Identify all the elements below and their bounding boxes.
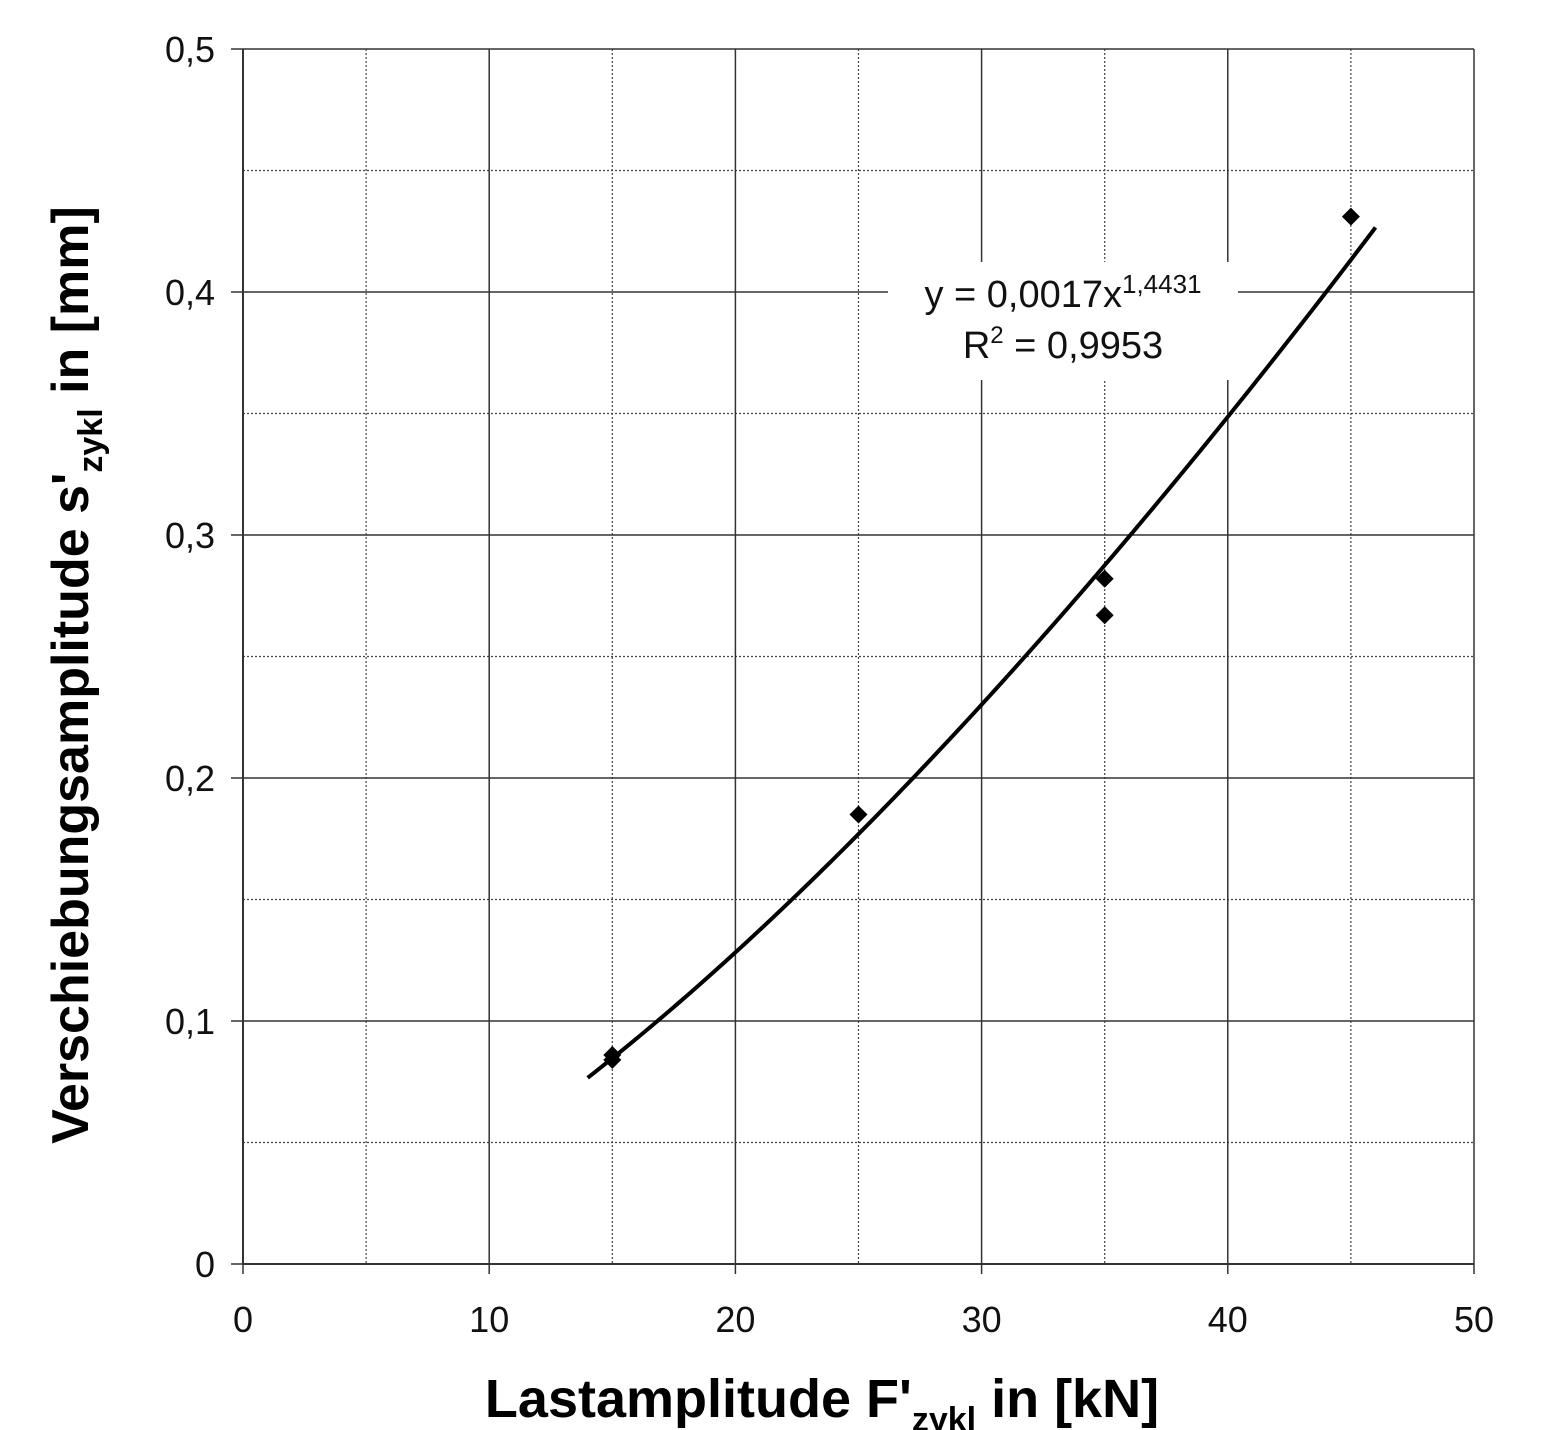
x-tick-label: 10 xyxy=(469,1299,509,1340)
x-axis-title-main: Lastamplitude F' xyxy=(485,1369,912,1429)
data-point xyxy=(1095,606,1114,625)
data-point xyxy=(849,805,868,824)
x-tick-label: 0 xyxy=(233,1299,253,1340)
y-tick-labels: 0 0,1 0,2 0,3 0,4 0,5 xyxy=(165,29,215,1285)
y-tick-label: 0,3 xyxy=(165,515,215,556)
y-tick-label: 0,5 xyxy=(165,29,215,70)
x-tick-label: 50 xyxy=(1454,1299,1494,1340)
equation-line: y = 0,0017x1,4431 xyxy=(924,269,1201,316)
trendline xyxy=(586,226,1378,1080)
y-axis-title-main: Verschiebungsamplitude s' xyxy=(42,473,100,1144)
x-tick-label: 30 xyxy=(962,1299,1002,1340)
y-tick-label: 0,1 xyxy=(165,1001,215,1042)
data-point xyxy=(603,1046,622,1065)
y-tick-label: 0 xyxy=(195,1244,215,1285)
trendline-group xyxy=(586,226,1378,1080)
x-axis-title-subscript: zykl xyxy=(912,1401,976,1430)
trendline-equation: y = 0,0017x1,4431 R2 = 0,9953 xyxy=(888,262,1238,380)
x-axis-title: Lastamplitude F'zykl in [kN] xyxy=(485,1369,1159,1430)
y-tick-label: 0,4 xyxy=(165,272,215,313)
r2-value: = 0,9953 xyxy=(1004,325,1164,367)
x-tick-labels: 0 10 20 30 40 50 xyxy=(233,1299,1494,1340)
y-axis-title: Verschiebungsamplitude s'zykl in [mm] xyxy=(42,206,110,1144)
data-points xyxy=(603,207,1360,1069)
y-axis-title-subscript: zykl xyxy=(72,408,110,472)
r2-line: R2 = 0,9953 xyxy=(963,322,1163,367)
x-tick-label: 40 xyxy=(1208,1299,1248,1340)
equation-background xyxy=(888,262,1238,380)
x-axis-title-unit: in [kN] xyxy=(976,1369,1159,1429)
y-axis-title-unit: in [mm] xyxy=(42,206,100,408)
data-point xyxy=(1095,569,1114,588)
x-tick-label: 20 xyxy=(715,1299,755,1340)
y-tick-label: 0,2 xyxy=(165,758,215,799)
equation-exponent: 1,4431 xyxy=(1122,269,1202,299)
r2-exponent: 2 xyxy=(990,322,1003,349)
equation-text: y = 0,0017x xyxy=(924,274,1122,316)
r2-symbol: R xyxy=(963,325,990,367)
data-point xyxy=(1341,207,1360,226)
major-gridlines xyxy=(243,48,1475,1264)
axes xyxy=(231,48,1475,1274)
